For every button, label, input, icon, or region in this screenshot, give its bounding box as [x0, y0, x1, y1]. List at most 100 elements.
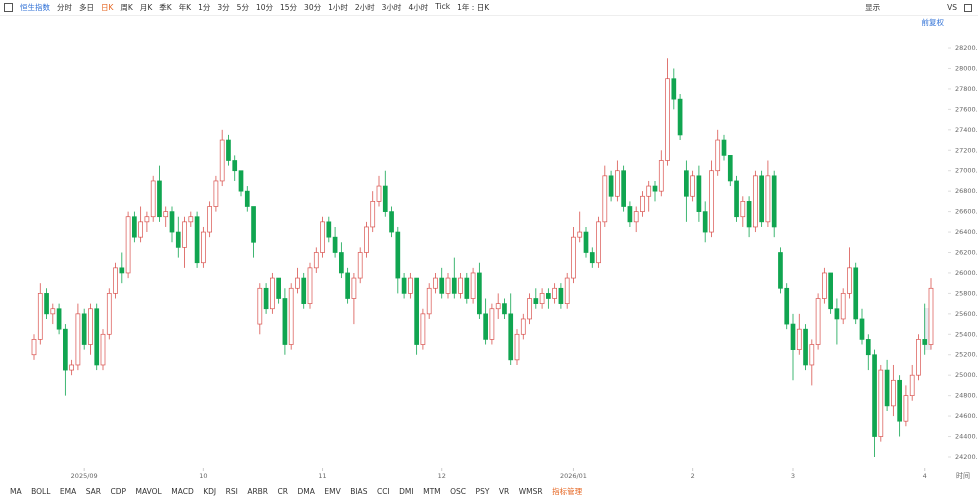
indicator-tab[interactable]: VR: [498, 486, 510, 496]
candle-body: [345, 272, 350, 299]
candle-body: [571, 236, 576, 279]
candle-body: [891, 379, 896, 407]
candle-body: [740, 201, 746, 218]
period-tab[interactable]: 4小时: [408, 3, 429, 12]
candle-body: [539, 293, 545, 304]
period-tab[interactable]: 2小时: [354, 3, 375, 12]
candle-body: [213, 180, 219, 207]
indicator-tab[interactable]: RSI: [225, 486, 238, 496]
candle-body: [395, 231, 401, 279]
period-tab[interactable]: 分时: [57, 3, 72, 12]
candle-body: [828, 272, 833, 310]
candle-body: [859, 318, 865, 340]
period-tab[interactable]: 15分: [280, 3, 298, 12]
candle-body: [715, 139, 721, 172]
period-tab[interactable]: 5分: [236, 3, 249, 12]
period-tab[interactable]: 30分: [304, 3, 322, 12]
adjust-button[interactable]: 前复权: [921, 17, 945, 27]
indicator-tab[interactable]: SAR: [85, 486, 101, 496]
y-tick-label: 25200.00: [955, 351, 978, 359]
indicator-tab[interactable]: WMSR: [518, 486, 543, 496]
period-tab[interactable]: 周K: [120, 3, 133, 12]
candle-body: [796, 328, 802, 350]
candle-body: [916, 339, 921, 376]
instrument[interactable]: 恒生指数: [20, 3, 50, 12]
indicator-tab[interactable]: MAVOL: [135, 486, 162, 496]
period-tab[interactable]: 1分: [198, 3, 211, 12]
indicator-tab[interactable]: 指标管理: [552, 486, 583, 496]
candle-body: [238, 170, 244, 192]
candle-body: [520, 318, 526, 335]
period-tab[interactable]: Tick: [435, 2, 451, 11]
candle-body: [157, 180, 162, 218]
indicator-bar: MA BOLL EMA SAR CDP MAVOL MACD KDJ RSI ARBR CR DMA E…: [0, 484, 592, 498]
y-tick-label: 24800.00: [955, 392, 978, 400]
candle-body: [621, 170, 626, 207]
candle-body: [884, 369, 890, 407]
indicator-tab[interactable]: BIAS: [350, 486, 368, 496]
indicator-tab[interactable]: KDJ: [203, 486, 217, 496]
indicator-tab[interactable]: CR: [277, 486, 288, 496]
candle-body: [414, 277, 419, 345]
candle-body: [257, 287, 263, 325]
period-tab[interactable]: 年K: [178, 3, 192, 12]
candle-body: [702, 211, 708, 233]
indicator-tab[interactable]: MTM: [423, 486, 441, 496]
candle-body: [188, 216, 194, 223]
y-tick-label: 28200.00: [955, 44, 978, 52]
candle-body: [495, 303, 501, 310]
vs-button[interactable]: VS: [947, 3, 957, 12]
candle-body: [326, 221, 332, 238]
indicator-tab[interactable]: CDP: [110, 486, 127, 496]
candle-body: [759, 175, 764, 223]
candle-body: [746, 201, 752, 228]
indicator-tab[interactable]: ARBR: [247, 486, 269, 496]
y-tick-label: 27800.00: [955, 85, 978, 93]
indicator-tab[interactable]: EMV: [324, 486, 341, 496]
indicator-tab[interactable]: OSC: [450, 486, 467, 496]
period-tab[interactable]: 10分: [255, 3, 273, 12]
candle-body: [94, 308, 100, 366]
candle-body: [815, 298, 821, 345]
sidebar-icon[interactable]: [4, 3, 13, 12]
candle-body: [75, 313, 81, 366]
period-tab[interactable]: 日K: [101, 3, 114, 12]
candle-body: [658, 160, 664, 192]
period-tab[interactable]: 月K: [139, 3, 153, 12]
period-tab[interactable]: 3分: [217, 3, 230, 12]
period-tab[interactable]: 季K: [159, 3, 172, 12]
y-tick-label: 25600.00: [955, 310, 978, 318]
candle-body: [433, 277, 438, 289]
candle-body: [169, 211, 175, 233]
y-tick-label: 27200.00: [955, 146, 978, 154]
candle-body: [426, 287, 432, 315]
candle-body: [288, 287, 294, 345]
indicator-tab[interactable]: CCI: [376, 486, 390, 496]
candle-body: [615, 170, 620, 197]
range-select[interactable]: 1年 : 日K: [457, 3, 490, 12]
indicator-tab[interactable]: DMI: [399, 486, 414, 496]
period-tab[interactable]: 1小时: [328, 3, 348, 12]
window-icon[interactable]: [964, 3, 972, 12]
y-tick-label: 26400.00: [955, 228, 978, 236]
drawing-toolbar: 前复权: [0, 16, 978, 28]
candle-body: [489, 308, 495, 340]
candle-body: [207, 206, 212, 233]
indicator-tab[interactable]: PSY: [475, 486, 490, 496]
period-tab[interactable]: 3小时: [381, 3, 402, 12]
candle-body: [276, 277, 281, 299]
indicator-tab[interactable]: BOLL: [31, 486, 51, 496]
indicator-tab[interactable]: MACD: [171, 486, 194, 496]
candle-body: [803, 328, 808, 366]
indicator-tab[interactable]: EMA: [59, 486, 77, 496]
candle-body: [150, 180, 156, 218]
indicator-tab[interactable]: MA: [10, 486, 22, 496]
candle-body: [822, 272, 827, 299]
display-menu[interactable]: 显示: [865, 3, 881, 12]
period-tab[interactable]: 多日: [79, 3, 94, 12]
candle-body: [364, 226, 369, 253]
candle-body: [408, 277, 413, 294]
candle-body: [50, 308, 56, 315]
indicator-tab[interactable]: DMA: [297, 486, 315, 496]
